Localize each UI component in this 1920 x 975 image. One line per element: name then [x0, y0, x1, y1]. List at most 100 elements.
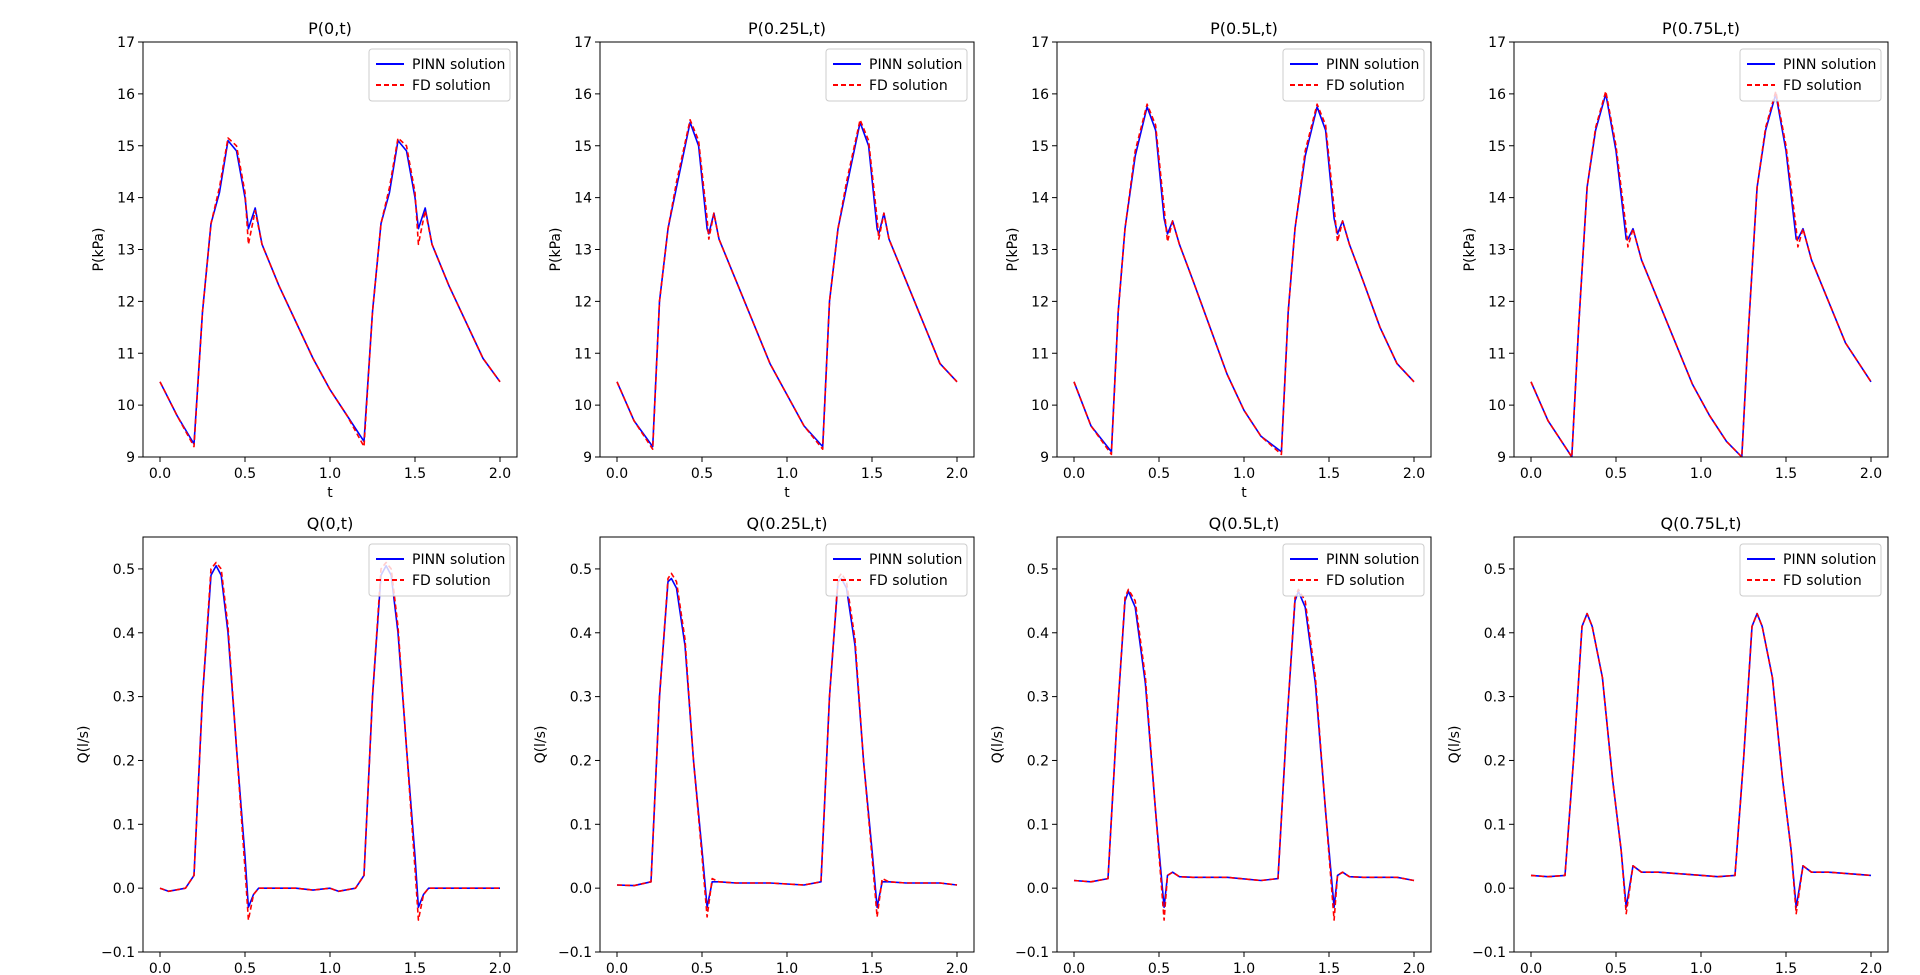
legend-box: [368, 48, 511, 102]
chart-panel: 0.0 0.5 1.0 1.5 2.0 −0.1 0.0 0.1 0.2 0.3 0.4 0.5 Q(0…: [76, 514, 518, 975]
legend: PINN solution FD solution: [368, 543, 511, 597]
legend-label: PINN solution: [1326, 57, 1419, 73]
plot-frame: [142, 536, 518, 953]
chart-panel: 0.0 0.5 1.0 1.5 2.0 9 10 11 12 13 14 15 16 17 P(0.5L,t…: [1005, 19, 1432, 501]
plot-frame: [1056, 536, 1432, 953]
x-tick-label: 1.5: [404, 961, 426, 975]
legend-label: FD solution: [1783, 78, 1862, 94]
x-tick-label: 0.0: [1520, 466, 1542, 482]
x-tick-label: 0.5: [1148, 466, 1170, 482]
y-tick-label: 16: [117, 87, 135, 103]
y-tick-label: 10: [1488, 398, 1506, 414]
y-tick-label: 16: [1031, 87, 1049, 103]
x-tick-label: 0.0: [149, 466, 171, 482]
y-tick-label: 12: [1031, 294, 1049, 310]
chart-panel: 0.0 0.5 1.0 1.5 2.0 9 10 11 12 13 14 15 16 17 P(0.75L,…: [1462, 19, 1889, 482]
y-tick-label: 16: [574, 87, 592, 103]
legend-label: FD solution: [1326, 573, 1405, 589]
legend-label: PINN solution: [1326, 552, 1419, 568]
y-tick-label: 17: [117, 35, 135, 51]
y-tick-label: 0.4: [1027, 626, 1049, 642]
x-tick-label: 0.0: [1063, 466, 1085, 482]
legend: PINN solution FD solution: [1282, 543, 1425, 597]
legend-label: FD solution: [869, 573, 948, 589]
legend-label: PINN solution: [1783, 57, 1876, 73]
x-tick-label: 0.0: [1063, 961, 1085, 975]
x-tick-label: 0.5: [1605, 961, 1627, 975]
series-line-fd: [1530, 612, 1872, 915]
y-tick-label: 9: [1497, 450, 1506, 466]
y-tick-label: 13: [574, 243, 592, 259]
legend-box: [825, 48, 968, 102]
chart-panel: 0.0 0.5 1.0 1.5 2.0 −0.1 0.0 0.1 0.2 0.3 0.4 0.5 Q(0…: [1447, 514, 1889, 975]
y-tick-label: 13: [1488, 243, 1506, 259]
y-tick-label: 14: [117, 191, 135, 207]
y-tick-label: 0.1: [113, 817, 135, 833]
y-tick-label: 0.0: [570, 881, 592, 897]
chart-title: Q(0,t): [307, 514, 354, 533]
legend-label: PINN solution: [869, 552, 962, 568]
y-tick-label: 10: [117, 398, 135, 414]
y-tick-label: 17: [1488, 35, 1506, 51]
x-tick-label: 1.0: [319, 466, 341, 482]
series-line-fd: [159, 137, 501, 448]
legend-box: [368, 543, 511, 597]
x-tick-label: 1.5: [1318, 466, 1340, 482]
y-tick-label: 11: [1488, 346, 1506, 362]
plot-frame: [599, 536, 975, 953]
x-tick-label: 1.5: [861, 961, 883, 975]
plot-frame: [1513, 41, 1889, 458]
y-tick-label: 14: [1031, 191, 1049, 207]
x-axis-label: t: [327, 485, 333, 501]
y-tick-label: −0.1: [101, 945, 135, 961]
x-tick-label: 2.0: [1860, 466, 1882, 482]
chart-panel: 0.0 0.5 1.0 1.5 2.0 9 10 11 12 13 14 15 16 17 P(0.25L,…: [548, 19, 975, 501]
x-axis-label: t: [1241, 485, 1247, 501]
y-axis-label: Q(l/s): [76, 726, 92, 764]
y-axis-label: Q(l/s): [990, 726, 1006, 764]
legend-box: [825, 543, 968, 597]
y-tick-label: 0.3: [113, 690, 135, 706]
x-tick-label: 0.0: [606, 961, 628, 975]
y-tick-label: 13: [1031, 243, 1049, 259]
y-axis-label: Q(l/s): [1447, 726, 1463, 764]
y-tick-label: 0.0: [1027, 881, 1049, 897]
series-line-fd: [1073, 103, 1415, 456]
x-tick-label: 1.0: [1690, 961, 1712, 975]
y-tick-label: 0.0: [113, 881, 135, 897]
y-tick-label: 0.2: [1484, 753, 1506, 769]
chart-panel: 0.0 0.5 1.0 1.5 2.0 9 10 11 12 13 14 15 16 17 P(0,t) t P…: [91, 19, 518, 501]
y-tick-label: 16: [1488, 87, 1506, 103]
legend-label: FD solution: [1326, 78, 1405, 94]
x-tick-label: 1.0: [1233, 961, 1255, 975]
y-tick-label: 15: [574, 139, 592, 155]
chart-panel: 0.0 0.5 1.0 1.5 2.0 −0.1 0.0 0.1 0.2 0.3 0.4 0.5 Q(0…: [990, 514, 1432, 975]
x-tick-label: 1.0: [1690, 466, 1712, 482]
y-tick-label: 0.3: [570, 690, 592, 706]
legend-box: [1739, 543, 1882, 597]
series-line-fd: [1530, 90, 1872, 457]
y-tick-label: 0.5: [113, 562, 135, 578]
plot-frame: [1513, 536, 1889, 953]
y-tick-label: −0.1: [1472, 945, 1506, 961]
x-tick-label: 1.0: [776, 466, 798, 482]
legend-box: [1282, 543, 1425, 597]
x-tick-label: 1.5: [1775, 466, 1797, 482]
chart-panel: 0.0 0.5 1.0 1.5 2.0 −0.1 0.0 0.1 0.2 0.3 0.4 0.5 Q(0…: [533, 514, 975, 975]
y-tick-label: 0.1: [1484, 817, 1506, 833]
series-line-pinn: [616, 577, 958, 909]
y-tick-label: 0.2: [1027, 753, 1049, 769]
y-tick-label: 0.1: [570, 817, 592, 833]
series-line-fd: [616, 119, 958, 451]
series-line-pinn: [1530, 612, 1872, 909]
y-axis-label: P(kPa): [1462, 228, 1478, 272]
y-tick-label: 0.3: [1484, 690, 1506, 706]
y-tick-label: 0.0: [1484, 881, 1506, 897]
chart-title: P(0.75L,t): [1662, 19, 1740, 38]
x-tick-label: 2.0: [1860, 961, 1882, 975]
legend: PINN solution FD solution: [368, 48, 511, 102]
x-tick-label: 0.5: [234, 466, 256, 482]
legend: PINN solution FD solution: [1282, 48, 1425, 102]
y-tick-label: 14: [1488, 191, 1506, 207]
